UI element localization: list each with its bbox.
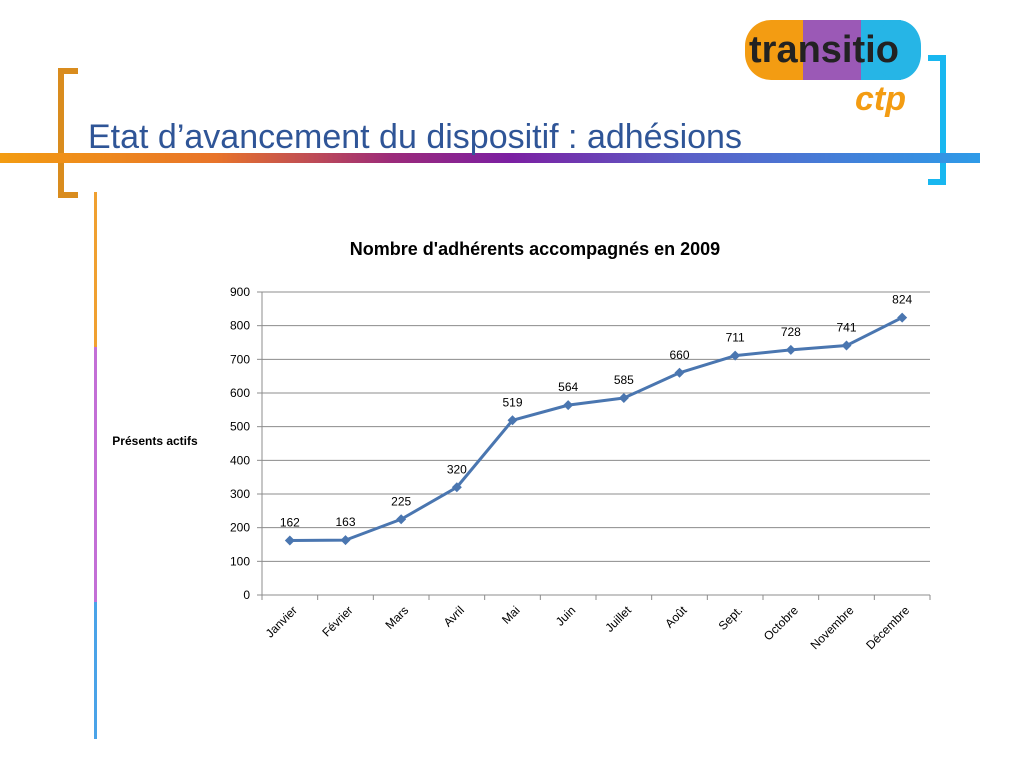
data-labels: 162 163 225 320 519 564 585 660 711 728 741 824 <box>280 293 913 530</box>
x-tick-label: Novembre <box>808 603 857 652</box>
data-label: 564 <box>558 380 578 394</box>
right-bracket-decoration <box>928 55 946 185</box>
series-presents-actifs <box>284 312 908 546</box>
data-point <box>396 514 407 525</box>
data-label: 711 <box>726 331 745 345</box>
svg-text:transitio: transitio <box>749 29 899 71</box>
data-point <box>284 535 295 546</box>
svg-text:ctp: ctp <box>855 80 906 118</box>
x-tick-label: Mai <box>499 603 523 627</box>
data-label: 585 <box>614 373 634 387</box>
data-label: 741 <box>836 321 856 335</box>
y-tick-label: 600 <box>230 386 250 400</box>
y-tick-label: 100 <box>230 554 250 568</box>
x-tick-label: Avril <box>441 603 467 629</box>
data-label: 162 <box>280 515 300 529</box>
x-tick-label: Décembre <box>863 603 912 652</box>
y-tick-label: 0 <box>243 588 250 602</box>
y-tick-label: 800 <box>230 319 250 333</box>
x-tick-label: Juin <box>553 603 578 628</box>
y-tick-label: 300 <box>230 487 250 501</box>
data-point <box>563 400 574 411</box>
data-point <box>340 535 351 546</box>
data-label: 519 <box>502 395 522 409</box>
data-point <box>841 340 852 351</box>
data-label: 320 <box>447 462 467 476</box>
x-tick-label: Juillet <box>602 603 634 635</box>
y-tick-label: 900 <box>230 285 250 299</box>
data-point <box>730 350 741 361</box>
data-point <box>507 415 518 426</box>
vertical-line-orange <box>94 192 97 347</box>
data-label: 163 <box>335 515 355 529</box>
title-gradient-bar <box>0 153 980 163</box>
data-label: 728 <box>781 325 801 339</box>
y-axis-label: Présents actifs <box>112 434 198 448</box>
x-tick-label: Février <box>319 603 355 639</box>
gridlines <box>257 291 931 600</box>
x-tick-label: Janvier <box>263 603 300 640</box>
data-label: 225 <box>391 494 411 508</box>
vertical-line-purple <box>94 347 97 602</box>
x-tick-label: Août <box>662 603 690 631</box>
vertical-line-blue <box>94 602 97 739</box>
x-tick-label: Mars <box>383 603 412 632</box>
y-tick-label: 700 <box>230 352 250 366</box>
data-point <box>674 367 685 378</box>
y-tick-label: 500 <box>230 420 250 434</box>
x-tick-label: Sept. <box>716 603 746 633</box>
y-tick-label: 200 <box>230 521 250 535</box>
transitio-logo: transitio ctp <box>745 20 921 118</box>
left-bracket-decoration <box>58 68 78 198</box>
x-axis-ticks: Janvier Février Mars Avril Mai Juin Juillet Aoû… <box>263 603 913 653</box>
slide-title: Etat d’avancement du dispositif : adhési… <box>88 118 742 156</box>
chart-title: Nombre d'adhérents accompagnés en 2009 <box>350 239 720 259</box>
data-point <box>451 482 462 493</box>
series-line <box>289 316 903 542</box>
y-tick-label: 400 <box>230 453 250 467</box>
y-axis-ticks: 0 100 200 300 400 500 600 700 800 900 <box>230 285 250 602</box>
x-tick-label: Octobre <box>761 603 801 643</box>
data-label: 660 <box>669 348 689 362</box>
data-point <box>785 344 796 355</box>
data-point <box>618 393 629 404</box>
data-point <box>897 312 908 323</box>
data-label: 824 <box>892 293 912 307</box>
